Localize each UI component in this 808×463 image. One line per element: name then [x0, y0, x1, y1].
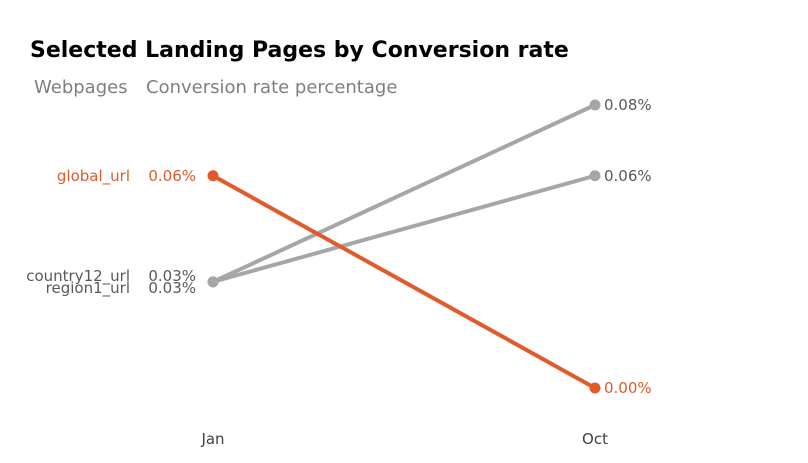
- series-country12-url: country12_url 0.03% 0.06%: [26, 167, 652, 288]
- subtitle-conversion-rate: Conversion rate percentage: [146, 77, 397, 98]
- point-region1-url-start: [207, 276, 219, 288]
- series-line-global-url: [211, 173, 597, 390]
- data-label-region1-url-start: 0.03%: [148, 279, 196, 297]
- subtitle-webpages: Webpages: [34, 77, 128, 98]
- point-region1-url-end: [589, 99, 601, 111]
- x-tick-label-jan: Jan: [200, 430, 224, 448]
- series-global-url: global_url 0.06% 0.00%: [57, 167, 652, 397]
- series-name-region1-url: region1_url: [46, 279, 130, 298]
- point-global-url-start: [207, 170, 219, 182]
- point-global-url-end: [589, 382, 601, 394]
- series-layer: country12_url 0.03% 0.06% region1_url 0.03% 0…: [26, 96, 651, 397]
- data-label-global-url-start: 0.06%: [148, 167, 196, 185]
- series-line-region1-url: [211, 103, 597, 284]
- point-country12-url-end: [589, 170, 601, 182]
- data-label-region1-url-end: 0.08%: [604, 96, 652, 114]
- data-label-country12-url-start: 0.03%: [148, 267, 196, 285]
- series-name-global-url: global_url: [57, 167, 130, 186]
- data-label-global-url-end: 0.00%: [604, 379, 652, 397]
- series-region1-url: region1_url 0.03% 0.08%: [46, 96, 652, 298]
- x-tick-label-oct: Oct: [582, 430, 608, 448]
- data-label-country12-url-end: 0.06%: [604, 167, 652, 185]
- series-line-country12-url: [211, 173, 597, 284]
- chart-title: Selected Landing Pages by Conversion rat…: [30, 38, 569, 63]
- series-name-country12-url: country12_url: [26, 267, 130, 286]
- x-axis: Jan Oct: [200, 430, 608, 448]
